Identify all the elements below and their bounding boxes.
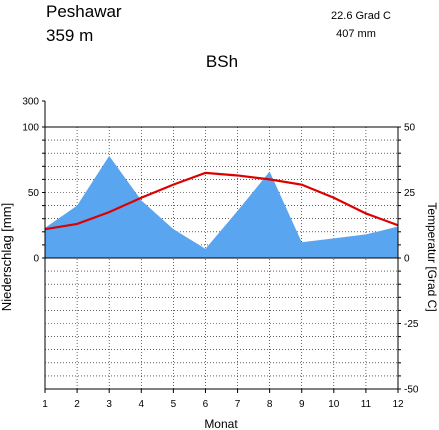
right-tick-label: 25 <box>404 188 416 199</box>
x-axis-label: Monat <box>204 417 238 430</box>
right-tick-label: 50 <box>404 123 416 134</box>
right-tick-label: -25 <box>404 319 419 330</box>
mean-temperature: 22.6 Grad C <box>331 10 391 22</box>
x-tick-label: 7 <box>235 399 241 410</box>
left-tick-labels: 0 50 100 300 <box>22 97 39 265</box>
left-tick-label: 300 <box>22 97 39 108</box>
x-tick-label: 11 <box>361 399 372 410</box>
x-tick-labels: 1 2 3 4 5 6 7 8 9 10 11 12 <box>42 399 404 410</box>
x-tick-label: 4 <box>138 399 144 410</box>
x-tick-label: 5 <box>171 399 177 410</box>
left-axis-label: Niederschlag [mm] <box>0 203 14 311</box>
x-tick-label: 1 <box>42 399 48 410</box>
temperature-line <box>44 171 399 231</box>
left-tick-label: 0 <box>33 254 39 265</box>
right-axis-label: Temperatur [Grad C] <box>425 202 439 311</box>
left-tick-label: 100 <box>22 123 39 134</box>
x-tick-label: 10 <box>328 399 340 410</box>
x-tick-label: 8 <box>267 399 273 410</box>
right-tick-label: 0 <box>404 254 410 265</box>
x-tick-label: 6 <box>203 399 209 410</box>
left-tick-label: 50 <box>28 188 40 199</box>
annual-precipitation: 407 mm <box>336 28 376 40</box>
station-elevation: 359 m <box>46 26 93 45</box>
x-tick-label: 2 <box>74 399 80 410</box>
climate-class: BSh <box>206 52 238 71</box>
precipitation-area <box>45 155 398 258</box>
right-tick-label: -50 <box>404 385 419 396</box>
x-tick-label: 9 <box>299 399 305 410</box>
axis-ticks <box>42 100 401 393</box>
station-name: Peshawar <box>46 2 122 21</box>
right-tick-labels: 50 25 0 -25 -50 <box>404 123 419 396</box>
x-tick-label: 12 <box>392 399 404 410</box>
x-tick-label: 3 <box>106 399 112 410</box>
